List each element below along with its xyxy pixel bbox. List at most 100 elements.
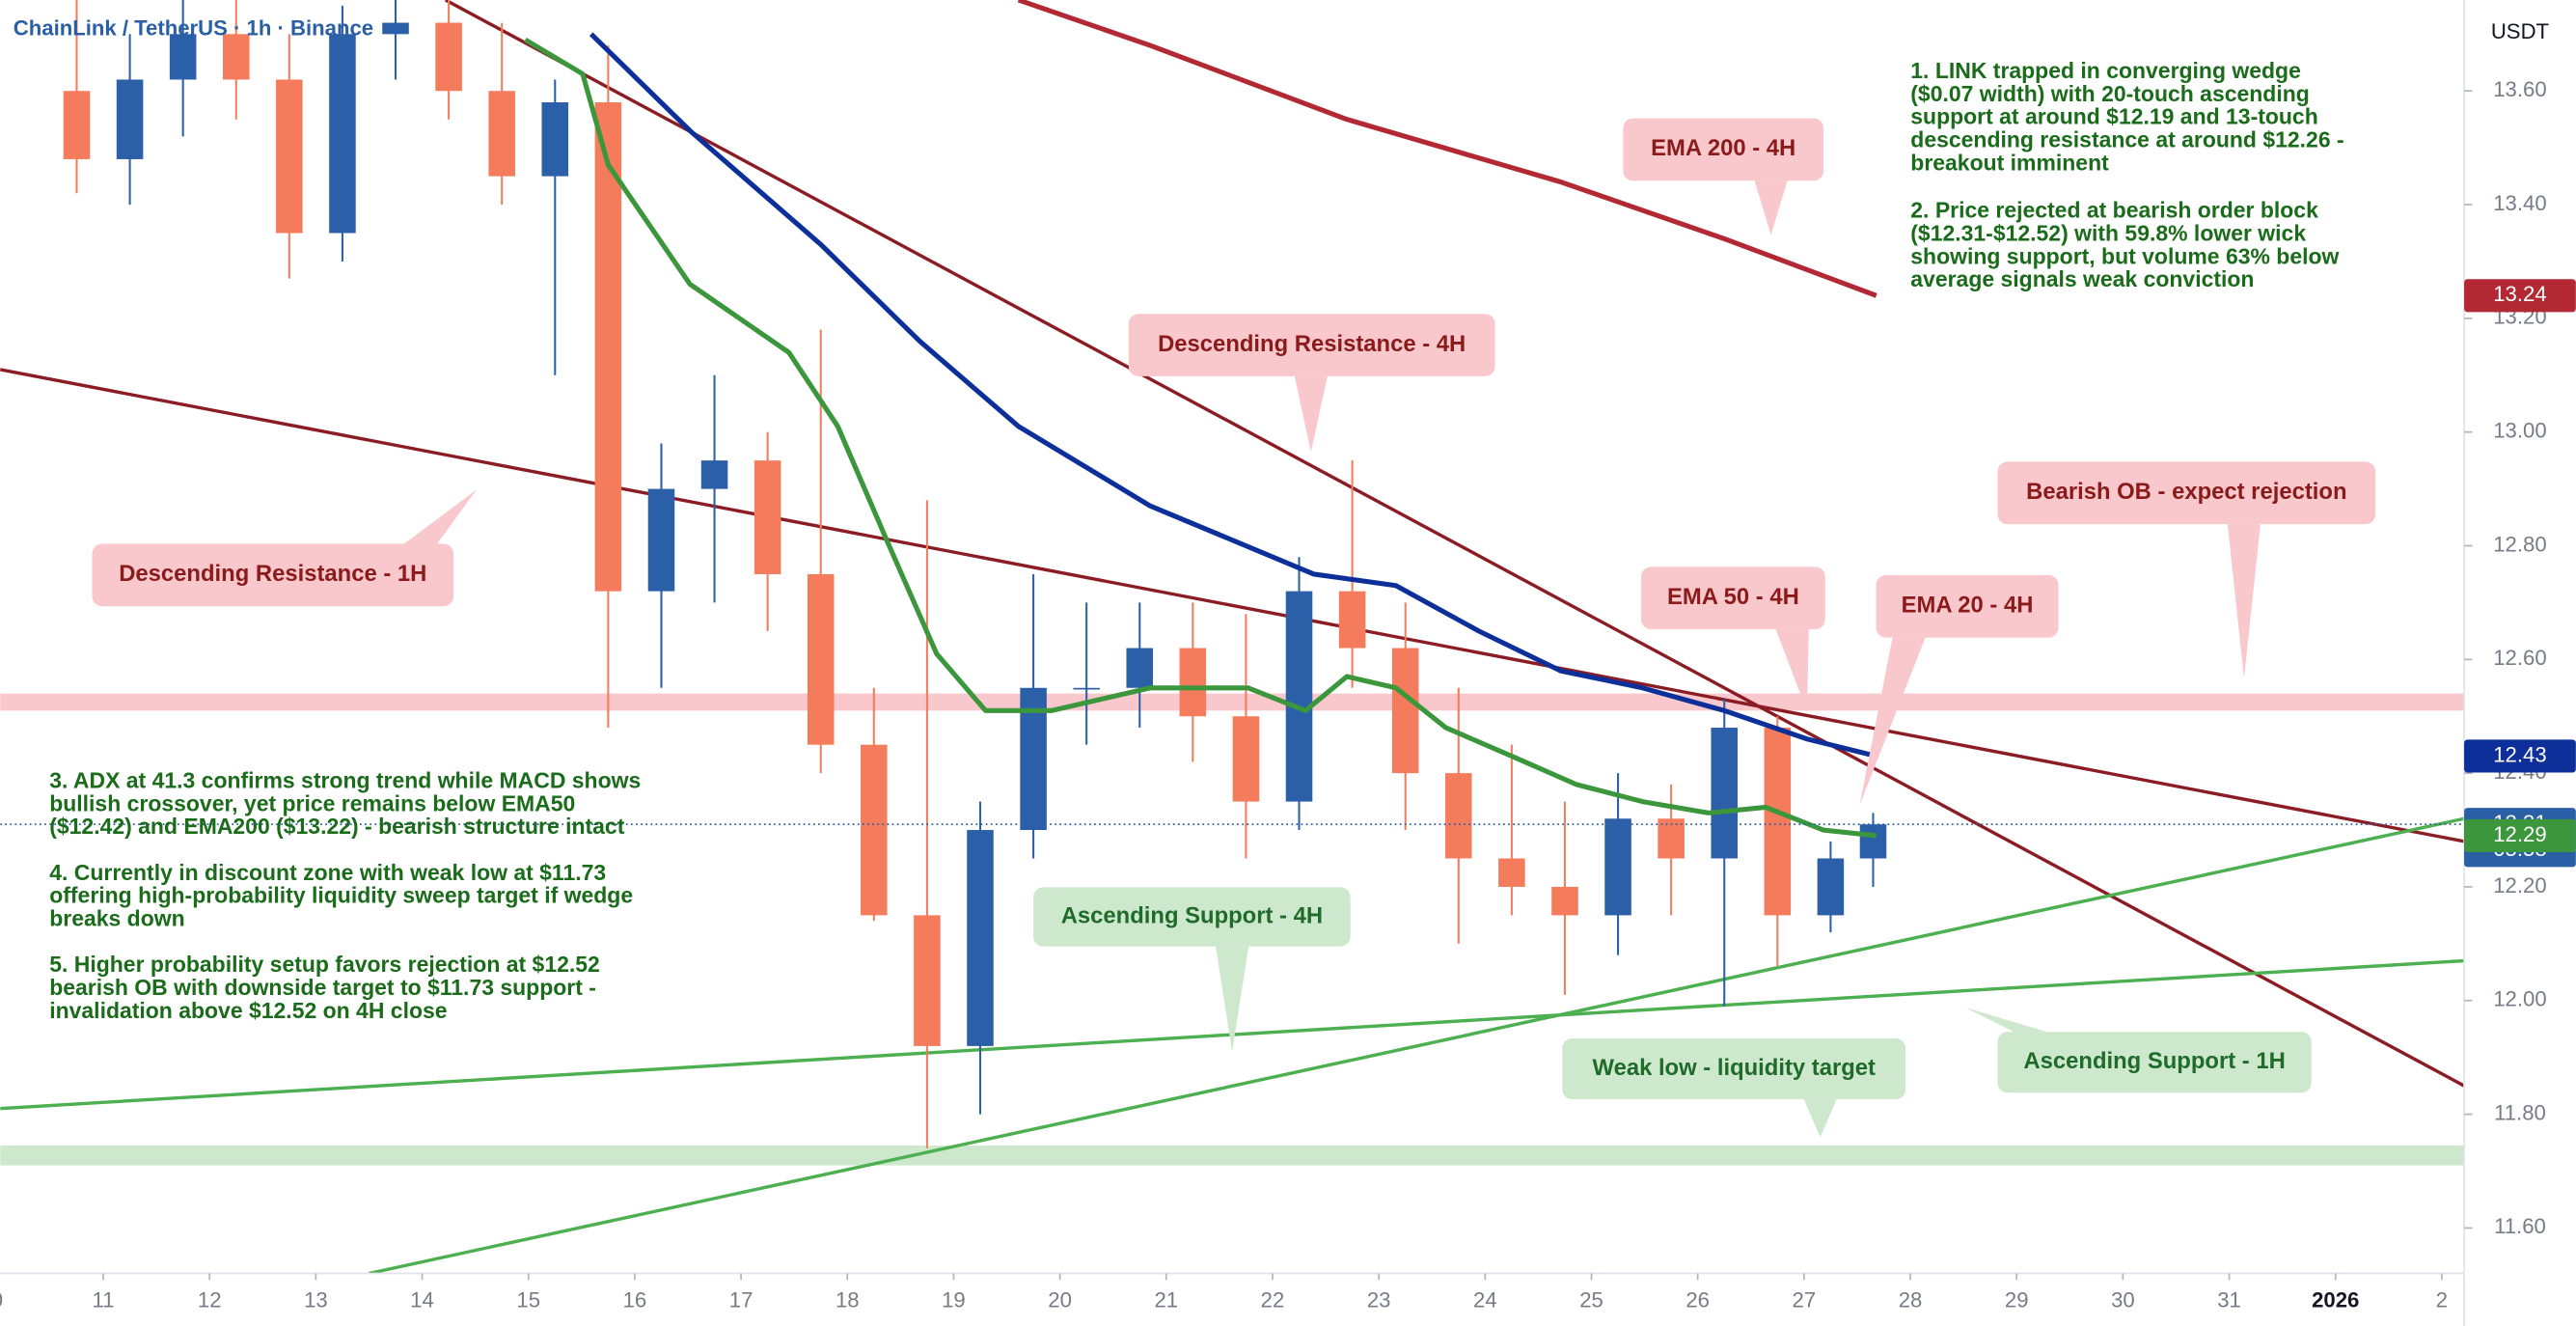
candle-body [861,744,888,916]
callout-label: Ascending Support - 4H [1061,902,1323,928]
symbol-title: ChainLink / TetherUS · 1h · Binance [14,15,373,40]
candle-body [967,830,994,1046]
x-tick-label: 14 [410,1287,434,1312]
candle-body [1764,728,1792,916]
candle-body [807,573,835,745]
price-tag-label: 12.29 [2493,822,2546,846]
candle-body [1817,858,1845,916]
note-line: descending resistance at around $12.26 - [1910,127,2343,152]
x-tick-label: 30 [2111,1287,2135,1312]
candle-body [1179,648,1207,717]
candle-body [329,34,356,234]
overlay-text: ChainLink / TetherUS · 1h · Binance EMA … [14,15,2376,1138]
x-tick-label: 19 [942,1287,966,1312]
note-line: 5. Higher probability setup favors rejec… [49,952,600,977]
x-tick-label: 0 [0,1287,3,1312]
candle-body [276,79,303,234]
candle-body [1285,591,1313,802]
callout-pointer [404,489,477,544]
y-tick-label: 12.20 [2493,873,2546,898]
x-tick-label: 25 [1579,1287,1603,1312]
price-tag [2464,818,2576,852]
note-line: breakout imminent [1910,150,2109,175]
x-tick-label: 13 [304,1287,328,1312]
callout-box [1033,887,1351,947]
candle-body [1445,773,1472,859]
callout-box [1623,118,1824,181]
callout-box [1876,574,2059,638]
currency: USDT [2491,19,2549,43]
candle-body [1232,716,1260,802]
candle-body [647,488,675,592]
candle-body [1391,648,1419,774]
candle-body [169,34,197,80]
callout-label: Descending Resistance - 4H [1158,331,1466,357]
candle-body [541,102,569,177]
callout-label: Weak low - liquidity target [1593,1055,1877,1081]
x-tick-label: 26 [1685,1287,1710,1312]
x-tick-label: 11 [93,1287,115,1312]
x-tick-label: 12 [198,1287,222,1312]
x-tick-label: 24 [1473,1287,1497,1312]
y-tick-label: 12.80 [2493,532,2546,556]
callout-box [92,543,454,607]
x-tick-label: 20 [1048,1287,1072,1312]
callout-label: EMA 20 - 4H [1902,593,2034,619]
note-line: bearish OB with downside target to $11.7… [49,975,596,1000]
plot-area [0,0,2465,1274]
x-tick-label: 18 [836,1287,860,1312]
note-line: average signals weak conviction [1910,266,2254,291]
candle-body [488,91,515,177]
note-line: ($12.31-$12.52) with 59.8% lower wick [1910,221,2306,246]
x-tick-label: 22 [1261,1287,1285,1312]
x-tick-label: 28 [1899,1287,1923,1312]
candle-body [1073,687,1100,690]
y-tick-label: 12.60 [2493,646,2546,670]
callout-label: EMA 50 - 4H [1667,584,1799,610]
callout-pointer [1775,629,1809,712]
note-line: ($12.42) and EMA200 ($13.22) - bearish s… [49,814,624,839]
x-tick-label: 31 [2217,1287,2241,1312]
trend-line [369,816,2465,1274]
callout-box [1997,1032,2312,1093]
callout-label: EMA 200 - 4H [1651,135,1795,161]
note-line: showing support, but volume 63% below [1910,243,2339,268]
candle-body [222,34,250,80]
zone [0,1145,2465,1166]
note-line: 3. ADX at 41.3 confirms strong trend whi… [49,768,641,793]
price-tag [2464,279,2576,313]
x-tick-label: 27 [1793,1287,1817,1312]
candle-body [754,460,781,574]
note-line: bullish crossover, yet price remains bel… [49,790,575,815]
y-tick-label: 13.00 [2493,419,2546,443]
callout-pointer [1754,180,1788,235]
candle-body [116,79,144,159]
x-tick-label: 29 [2005,1287,2029,1312]
callout-label: Ascending Support - 1H [2023,1048,2285,1074]
x-tick-label: 21 [1154,1287,1178,1312]
ema-line [1017,0,1877,298]
y-tick-label: 11.60 [2494,1214,2546,1238]
y-tick-label: 12.00 [2493,987,2546,1011]
trend-line [0,368,2465,843]
candle-body [1498,858,1525,887]
x-tick-label: 23 [1367,1287,1391,1312]
note-line: invalidation above $12.52 on 4H close [49,998,447,1023]
note-line: breaks down [49,906,184,931]
candle-body [63,91,91,159]
candle-body [382,22,409,35]
x-tick-label: 2 [2436,1287,2448,1312]
candle-body [1711,728,1739,859]
price-tag [2464,739,2576,773]
callout-pointer [2227,524,2261,679]
x-tick-label: 16 [623,1287,647,1312]
ema-line [524,38,1877,839]
candle-body [1859,824,1887,859]
callout-box [1997,461,2376,525]
candle-body [700,460,728,489]
price-tag-label: 12.43 [2493,742,2546,766]
candle-body [1126,648,1154,688]
